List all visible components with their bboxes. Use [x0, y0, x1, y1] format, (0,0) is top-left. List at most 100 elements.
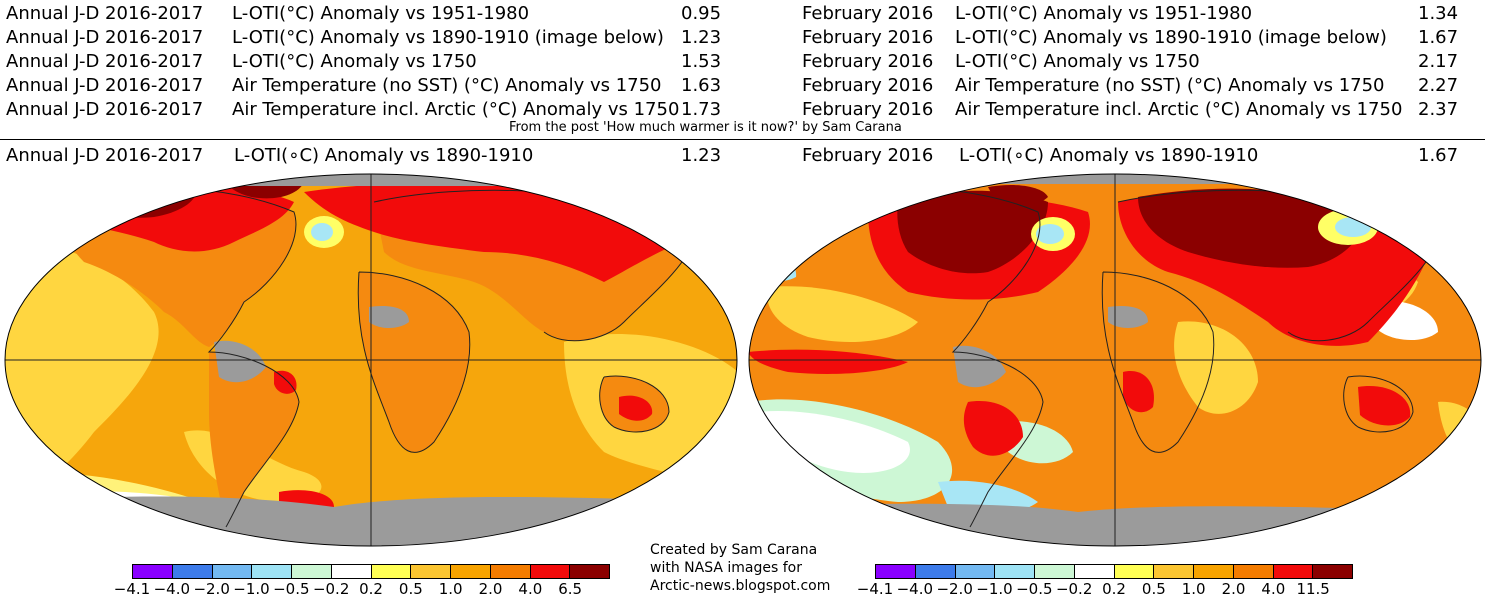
legend-tick-label: 4.0 [1261, 580, 1286, 598]
row-metric: L-OTI(°C) Anomaly vs 1890-1910 (image be… [232, 27, 664, 48]
table-row: February 2016 Air Temperature (no SST) (… [802, 74, 1482, 98]
legend-swatch [1313, 565, 1352, 578]
color-legend-left [132, 564, 610, 579]
table-row: February 2016 L-OTI(°C) Anomaly vs 1750 … [802, 50, 1482, 74]
credit-line: with NASA images for [650, 560, 802, 576]
anomaly-map-annual [4, 172, 738, 547]
legend-tick-label: 2.0 [1221, 580, 1246, 598]
row-metric: L-OTI(°C) Anomaly vs 1890-1910 (image be… [955, 27, 1387, 48]
row-metric: L-OTI(°C) Anomaly vs 1750 [955, 51, 1200, 72]
legend-ticks-right: −4.1 −4.0 −2.0 −1.0 −0.5 −0.2 0.2 0.5 1.0 2.0 4.0 1… [854, 580, 1374, 600]
legend-tick-label: 0.2 [1102, 580, 1126, 598]
warm-region [1123, 371, 1154, 413]
legend-swatch [411, 565, 451, 578]
hot-region [897, 190, 1048, 274]
legend-tick-label: −0.2 [1055, 580, 1093, 598]
row-period: February 2016 [802, 3, 934, 24]
hot-region [1138, 188, 1368, 268]
row-period: February 2016 [802, 75, 934, 96]
legend-swatch [1154, 565, 1194, 578]
legend-swatch [1273, 565, 1314, 578]
credit-block: Created by Sam Carana with NASA images f… [650, 541, 830, 595]
table-row: Annual J-D 2016-2017 Air Temperature inc… [6, 98, 736, 122]
legend-tick-label: 4.0 [518, 580, 543, 598]
legend-tick-label: 6.5 [558, 580, 583, 598]
legend-swatch [530, 565, 571, 578]
legend-tick-label: 0.5 [398, 580, 423, 598]
table-row: Annual J-D 2016-2017 L-OTI(°C) Anomaly v… [6, 26, 736, 50]
legend-tick-label: 0.2 [359, 580, 383, 598]
legend-swatch [1233, 565, 1274, 578]
warm-region [619, 395, 653, 421]
legend-ticks-left: −4.1 −4.0 −2.0 −1.0 −0.5 −0.2 0.2 0.5 1.0 2.0 4.0 6… [111, 580, 631, 600]
legend-tick-label: 11.5 [1296, 580, 1330, 598]
map-outline [748, 173, 1482, 547]
row-value: 2.27 [1418, 75, 1459, 96]
legend-tick-label: 1.0 [1181, 580, 1206, 598]
table-row: Annual J-D 2016-2017 L-OTI(°C) Anomaly v… [6, 2, 736, 26]
row-metric: Air Temperature (no SST) (°C) Anomaly vs… [232, 75, 662, 96]
row-metric: L-OTI(°C) Anomaly vs 1951-1980 [232, 3, 530, 24]
white-region [758, 411, 910, 473]
legend-swatch [371, 565, 412, 578]
legend-tick-label: −2.0 [193, 580, 230, 598]
row-value: 2.17 [1418, 51, 1459, 72]
coastline [63, 187, 300, 528]
cool-region [311, 223, 333, 241]
warm-region [1358, 386, 1411, 426]
row-metric: L-OTI(°C) Anomaly vs 1750 [232, 51, 477, 72]
legend-tick-label: −0.2 [312, 580, 350, 598]
table-row: February 2016 L-OTI(°C) Anomaly vs 1890-… [802, 26, 1482, 50]
row-period: February 2016 [802, 51, 934, 72]
source-note: From the post 'How much warmer is it now… [509, 120, 902, 135]
no-data-region [953, 345, 1006, 388]
map-right-metric: L-OTI(∘C) Anomaly vs 1890-1910 [959, 145, 1259, 166]
cool-region [1335, 217, 1371, 237]
no-data-region [1108, 305, 1148, 328]
legend-swatch [292, 565, 332, 578]
row-metric: Air Temperature incl. Arctic (°C) Anomal… [955, 99, 1403, 120]
row-value: 1.63 [681, 75, 722, 96]
no-data-region [214, 340, 266, 383]
legend-tick-label: 1.0 [438, 580, 463, 598]
legend-swatch [451, 565, 491, 578]
legend-swatch [995, 565, 1035, 578]
legend-tick-label: −4.0 [896, 580, 934, 598]
row-value: 2.37 [1418, 99, 1459, 120]
summary-table-february: February 2016 L-OTI(°C) Anomaly vs 1951-… [802, 2, 1482, 122]
credit-line: Created by Sam Carana [650, 542, 818, 558]
legend-swatch [172, 565, 213, 578]
legend-swatch [252, 565, 292, 578]
legend-swatch [955, 565, 996, 578]
legend-swatch [915, 565, 956, 578]
row-period: Annual J-D 2016-2017 [6, 3, 204, 24]
map-right-value: 1.67 [1418, 145, 1459, 166]
land-south-america [209, 352, 299, 527]
divider [0, 139, 1485, 140]
no-data-region [369, 305, 409, 328]
row-period: February 2016 [802, 27, 934, 48]
row-value: 1.23 [681, 27, 722, 48]
legend-swatch [1035, 565, 1075, 578]
legend-tick-label: −1.0 [233, 580, 270, 598]
row-value: 1.73 [681, 99, 722, 120]
cool-region [1036, 224, 1064, 244]
legend-tick-label: −0.5 [1016, 580, 1053, 598]
row-value: 1.34 [1418, 3, 1459, 24]
summary-table-annual: Annual J-D 2016-2017 L-OTI(°C) Anomaly v… [6, 2, 736, 122]
map-right-period: February 2016 [802, 145, 934, 166]
legend-tick-label: −4.1 [113, 580, 151, 598]
row-value: 1.53 [681, 51, 722, 72]
row-metric: Air Temperature (no SST) (°C) Anomaly vs… [955, 75, 1385, 96]
no-data-region [878, 174, 1338, 184]
warm-region [274, 370, 297, 394]
color-legend-right [875, 564, 1353, 579]
map-left-metric: L-OTI(∘C) Anomaly vs 1890-1910 [234, 145, 534, 166]
legend-tick-label: −2.0 [936, 580, 973, 598]
legend-swatch [212, 565, 253, 578]
legend-tick-label: 0.5 [1141, 580, 1166, 598]
table-row: February 2016 Air Temperature incl. Arct… [802, 98, 1482, 122]
legend-tick-label: 2.0 [478, 580, 503, 598]
legend-tick-label: −4.0 [153, 580, 191, 598]
row-period: Annual J-D 2016-2017 [6, 27, 204, 48]
